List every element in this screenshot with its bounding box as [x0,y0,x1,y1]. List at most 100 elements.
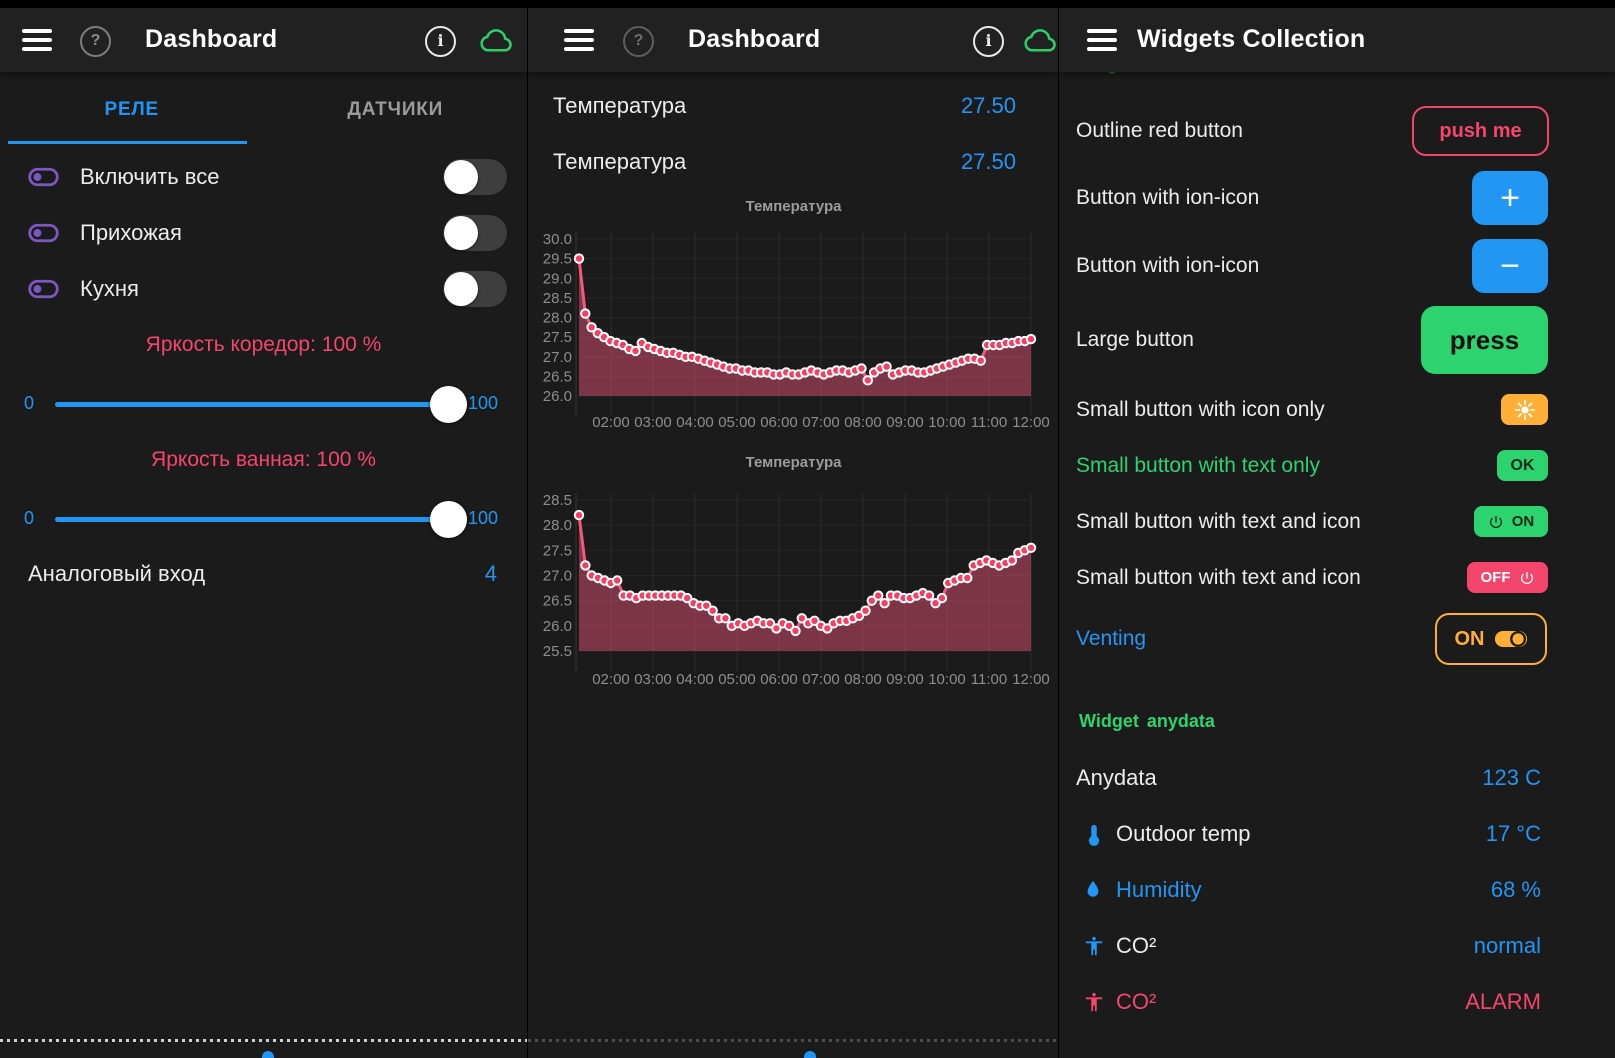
menu-icon[interactable] [1087,29,1117,51]
svg-text:10:00: 10:00 [928,671,966,688]
svg-text:28.5: 28.5 [543,492,572,509]
temperature-chart-2: Температура 02:00 03:00 04:00 05:00 06:00 07:… [528,454,1058,700]
widget-row: Small button with text and icon ON [1059,506,1615,537]
toggle-outline-icon [28,279,59,299]
sensor-label: Температура [553,93,687,118]
button-label: OFF [1480,569,1511,586]
widget-label: Venting [1076,627,1147,650]
slider-max-label: 100 [468,508,499,528]
svg-text:10:00: 10:00 [928,414,966,431]
svg-text:12:00: 12:00 [1012,414,1050,431]
person-icon [1085,992,1103,1012]
on-button[interactable]: ON [1474,506,1548,537]
svg-text:05:00: 05:00 [718,671,756,688]
analog-input-value: 4 [484,561,497,586]
press-button[interactable]: press [1421,306,1548,374]
help-icon[interactable]: ? [80,26,111,57]
svg-text:12:00: 12:00 [1012,671,1050,688]
data-value: ALARM [1465,989,1541,1014]
sensor-value: 27.50 [960,93,1016,118]
button-label: OK [1510,456,1535,474]
tab-sensors[interactable]: ДАТЧИКИ [347,99,444,120]
svg-text:09:00: 09:00 [886,671,924,688]
data-label: Anydata [1076,765,1157,790]
cloud-icon[interactable] [1021,28,1058,54]
push-me-button[interactable]: push me [1412,106,1549,156]
slider-title: Яркость ванная: 100 % [151,448,376,471]
active-tab-indicator [8,141,247,144]
svg-text:04:00: 04:00 [676,671,714,688]
menu-icon[interactable] [22,29,52,51]
status-bar [1059,0,1615,8]
widget-label: Small button with icon only [1076,398,1325,421]
brightness-button[interactable] [1501,394,1548,425]
chart-title: Температура [745,198,842,215]
chart-plot: 02:00 03:00 04:00 05:00 06:00 07:00 08:00 09:00… [543,231,1050,431]
power-icon [1520,571,1533,584]
widget-label: Small button with text and icon [1076,566,1361,589]
panel-dashboard-relays: ? Dashboard i РЕЛЕ ДАТЧИКИ Включить все [0,0,527,1058]
cloud-icon[interactable] [477,28,515,54]
tab-relays[interactable]: РЕЛЕ [104,99,160,120]
widget-label: Outline red button [1076,119,1243,142]
clipped-bottom-icon [262,1051,274,1058]
data-label: Outdoor temp [1116,821,1251,846]
minus-button[interactable]: − [1472,239,1548,293]
status-bar [0,0,527,8]
slider-corridor: 0 100 [0,382,527,426]
data-value: 68 % [1490,877,1541,902]
menu-icon[interactable] [564,29,594,51]
data-row: Anydata 123 C [1059,754,1615,802]
widget-row: Small button with text and icon OFF [1059,562,1615,593]
venting-toggle-button[interactable]: ON [1435,613,1547,665]
app-bar: ? Dashboard i [528,8,1058,72]
plus-button[interactable]: + [1472,171,1548,225]
svg-text:06:00: 06:00 [760,414,798,431]
widget-row: Large button press [1059,306,1615,374]
toggle-switch-kitchen[interactable] [443,271,507,307]
svg-text:04:00: 04:00 [676,414,714,431]
widget-label: Button with ion-icon [1076,186,1260,209]
data-label: Humidity [1116,877,1202,902]
data-label: CO² [1116,989,1157,1014]
slider-min-label: 0 [24,508,35,528]
slider-knob[interactable] [430,501,467,538]
widget-label: Small button with text only [1076,454,1320,477]
help-icon[interactable]: ? [623,26,654,57]
panel-widgets-collection: Widgets Collection Widget btn Outline re… [1058,0,1615,1058]
app-bar: Widgets Collection [1059,8,1615,72]
off-button[interactable]: OFF [1467,562,1548,593]
panel-dashboard-sensors: ? Dashboard i Температура 27.50 Температ… [527,0,1058,1058]
toggle-switch-all[interactable] [443,159,507,195]
widget-label: Small button with text and icon [1076,510,1361,533]
svg-text:06:00: 06:00 [760,671,798,688]
switch-row: Включить все [0,152,527,202]
svg-text:29.0: 29.0 [543,270,572,287]
page-title: Dashboard [145,25,278,53]
slider-track[interactable] [55,517,437,522]
ok-button[interactable]: OK [1497,450,1548,481]
widget-row: Small button with icon only [1059,394,1615,425]
toggle-on-icon [1494,630,1527,648]
svg-text:02:00: 02:00 [592,414,630,431]
sensor-row: Температура 27.50 [528,138,1058,186]
app-bar: ? Dashboard i [0,8,527,72]
svg-text:28.0: 28.0 [543,310,572,327]
droplet-icon [1087,881,1099,897]
info-icon[interactable]: i [425,26,456,57]
slider-track[interactable] [55,402,437,407]
widget-row: Small button with text only OK [1059,450,1615,481]
switch-label: Включить все [80,164,220,189]
svg-text:29.5: 29.5 [543,251,572,268]
switch-row: Кухня [0,264,527,314]
toggle-outline-icon [28,167,59,187]
info-icon[interactable]: i [973,26,1004,57]
svg-text:11:00: 11:00 [971,671,1007,688]
slider-knob[interactable] [430,386,467,423]
bottom-dashed-divider [0,1039,527,1042]
toggle-knob [444,272,478,306]
data-value: 123 C [1482,765,1541,790]
toggle-switch-hallway[interactable] [443,215,507,251]
svg-text:05:00: 05:00 [718,414,756,431]
